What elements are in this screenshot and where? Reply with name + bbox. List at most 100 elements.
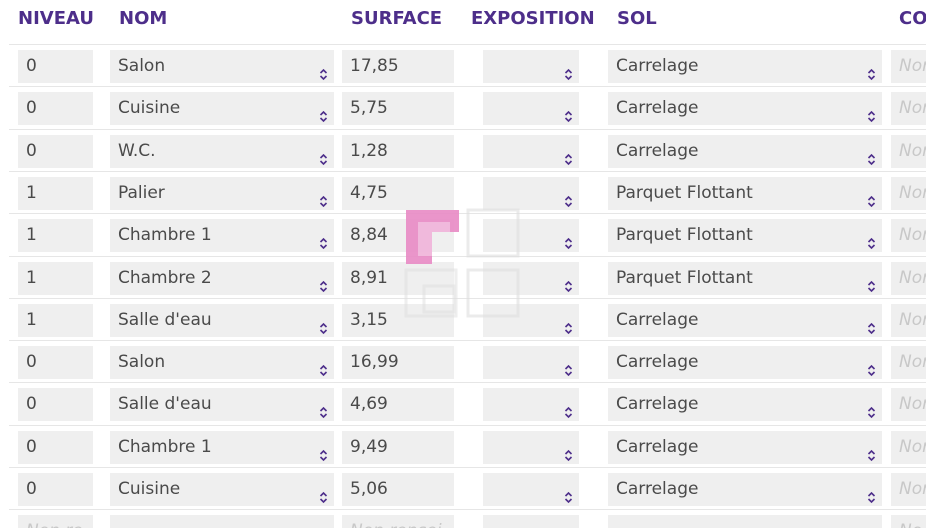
sol-select[interactable]: Carrelage xyxy=(608,304,882,337)
co-input[interactable]: Non xyxy=(891,388,926,421)
nom-select[interactable]: Cuisine xyxy=(110,473,334,506)
co-input[interactable]: Non xyxy=(891,304,926,337)
co-input[interactable]: Non xyxy=(891,50,926,83)
nom-select[interactable]: W.C. xyxy=(110,135,334,168)
sol-select[interactable]: Carrelage xyxy=(608,135,882,168)
surface-value: 9,49 xyxy=(350,437,388,457)
chevron-up-down-icon xyxy=(867,398,876,419)
nom-select[interactable]: Chambre 2 xyxy=(110,262,334,295)
chevron-up-down-icon xyxy=(564,314,573,335)
nom-select[interactable]: Palier xyxy=(110,177,334,210)
niveau-input[interactable]: 0 xyxy=(18,135,93,168)
niveau-input[interactable]: 0 xyxy=(18,388,93,421)
sol-select[interactable]: Parquet Flottant xyxy=(608,219,882,252)
niveau-input[interactable]: 0 xyxy=(18,473,93,506)
nom-select[interactable]: Cuisine xyxy=(110,92,334,125)
watermark-logo-icon xyxy=(404,208,520,318)
header-surface: SURFACE xyxy=(351,8,443,29)
surface-input[interactable]: Non rensei xyxy=(342,515,454,528)
co-input[interactable]: Non xyxy=(891,177,926,210)
niveau-input[interactable]: 1 xyxy=(18,304,93,337)
co-input[interactable]: Non xyxy=(891,473,926,506)
co-input[interactable]: Non xyxy=(891,135,926,168)
exposition-select[interactable] xyxy=(483,304,579,337)
sol-value: Carrelage xyxy=(616,437,699,457)
co-input[interactable]: No xyxy=(891,515,926,528)
nom-select[interactable] xyxy=(110,515,334,528)
niveau-value: Non re xyxy=(26,521,83,528)
nom-value: Cuisine xyxy=(118,98,181,118)
sol-value: Carrelage xyxy=(616,98,699,118)
niveau-input[interactable]: 0 xyxy=(18,431,93,464)
surface-input[interactable]: 8,91 xyxy=(342,262,454,295)
nom-select[interactable]: Salle d'eau xyxy=(110,304,334,337)
exposition-select[interactable] xyxy=(483,431,579,464)
nom-value: Salon xyxy=(118,352,166,372)
niveau-input[interactable]: 0 xyxy=(18,50,93,83)
sol-select[interactable]: Carrelage xyxy=(608,50,882,83)
chevron-up-down-icon xyxy=(319,145,328,166)
exposition-select[interactable] xyxy=(483,219,579,252)
co-input[interactable]: Non xyxy=(891,431,926,464)
co-input[interactable]: Non xyxy=(891,262,926,295)
exposition-select[interactable] xyxy=(483,346,579,379)
nom-select[interactable]: Chambre 1 xyxy=(110,219,334,252)
sol-select[interactable]: Carrelage xyxy=(608,431,882,464)
co-input[interactable]: Non xyxy=(891,92,926,125)
surface-input[interactable]: 1,28 xyxy=(342,135,454,168)
surface-input[interactable]: 5,06 xyxy=(342,473,454,506)
chevron-up-down-icon xyxy=(564,60,573,81)
nom-select[interactable]: Chambre 1 xyxy=(110,431,334,464)
surface-input[interactable]: 4,75 xyxy=(342,177,454,210)
sol-value: Carrelage xyxy=(616,56,699,76)
niveau-value: 1 xyxy=(26,310,37,330)
exposition-select[interactable] xyxy=(483,50,579,83)
exposition-select[interactable] xyxy=(483,262,579,295)
sol-value: Carrelage xyxy=(616,310,699,330)
niveau-input[interactable]: 0 xyxy=(18,92,93,125)
niveau-input[interactable]: 1 xyxy=(18,219,93,252)
niveau-input[interactable]: 0 xyxy=(18,346,93,379)
exposition-select[interactable] xyxy=(483,388,579,421)
chevron-up-down-icon xyxy=(564,356,573,377)
niveau-value: 0 xyxy=(26,98,37,118)
sol-select[interactable]: Carrelage xyxy=(608,473,882,506)
chevron-up-down-icon xyxy=(867,356,876,377)
exposition-select[interactable] xyxy=(483,515,579,528)
niveau-input[interactable]: 1 xyxy=(18,262,93,295)
niveau-input[interactable]: Non re xyxy=(18,515,93,528)
exposition-select[interactable] xyxy=(483,473,579,506)
nom-select[interactable]: Salle d'eau xyxy=(110,388,334,421)
co-value: Non xyxy=(899,225,926,245)
sol-select[interactable]: Carrelage xyxy=(608,346,882,379)
co-input[interactable]: Non xyxy=(891,346,926,379)
co-value: Non xyxy=(899,310,926,330)
co-input[interactable]: Non xyxy=(891,219,926,252)
nom-select[interactable]: Salon xyxy=(110,50,334,83)
surface-input[interactable]: 16,99 xyxy=(342,346,454,379)
sol-select[interactable]: Carrelage xyxy=(608,388,882,421)
chevron-up-down-icon xyxy=(564,441,573,462)
exposition-select[interactable] xyxy=(483,135,579,168)
surface-input[interactable]: 9,49 xyxy=(342,431,454,464)
surface-value: 3,15 xyxy=(350,310,388,330)
exposition-select[interactable] xyxy=(483,177,579,210)
surface-input[interactable]: 17,85 xyxy=(342,50,454,83)
sol-select[interactable]: Carrelage xyxy=(608,92,882,125)
niveau-value: 1 xyxy=(26,225,37,245)
nom-select[interactable]: Salon xyxy=(110,346,334,379)
niveau-input[interactable]: 1 xyxy=(18,177,93,210)
surface-value: 1,28 xyxy=(350,141,388,161)
table-row: 0 Cuisine 5,75 Carrelage Non xyxy=(9,86,926,129)
exposition-select[interactable] xyxy=(483,92,579,125)
surface-input[interactable]: 3,15 xyxy=(342,304,454,337)
table-row: 1 Salle d'eau 3,15 Carrelage Non xyxy=(9,298,926,341)
sol-select[interactable]: Parquet Flottant xyxy=(608,177,882,210)
sol-select[interactable]: Parquet Flottant xyxy=(608,262,882,295)
surface-input[interactable]: 5,75 xyxy=(342,92,454,125)
surface-input[interactable]: 4,69 xyxy=(342,388,454,421)
chevron-up-down-icon xyxy=(564,398,573,419)
chevron-up-down-icon xyxy=(319,272,328,293)
table-row: 0 Salle d'eau 4,69 Carrelage Non xyxy=(9,382,926,425)
sol-select[interactable] xyxy=(608,515,882,528)
